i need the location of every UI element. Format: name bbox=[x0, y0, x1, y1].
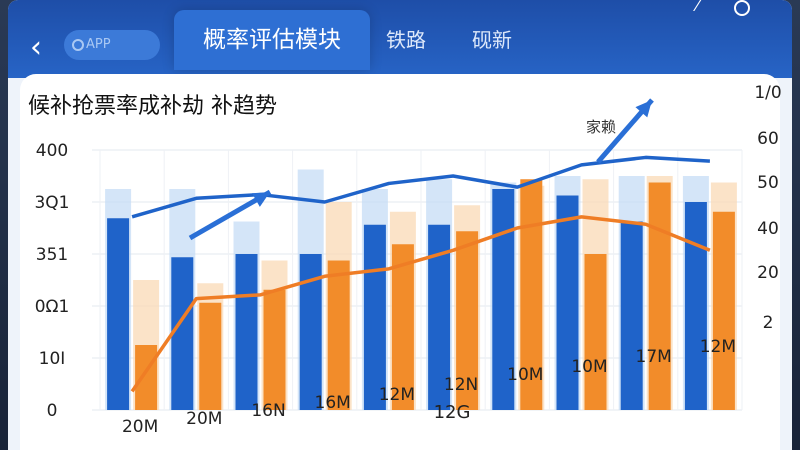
blue-bar bbox=[363, 224, 386, 410]
left-axis-tick-label: 3Q1 bbox=[34, 193, 69, 213]
right-axis-tick-label: 1/0 bbox=[754, 83, 781, 103]
x-axis-tick-label: 17M bbox=[636, 347, 672, 367]
trend-arrow-icon-head bbox=[252, 192, 270, 207]
blue-bar bbox=[171, 257, 194, 410]
tab-railway[interactable]: 铁路 bbox=[386, 28, 426, 52]
x-axis-tick-label: 12M bbox=[379, 385, 415, 405]
left-axis-tick-label: 400 bbox=[36, 141, 68, 161]
right-axis-tick-label: 40 bbox=[757, 219, 779, 239]
orange-bar bbox=[456, 231, 479, 410]
orange-bar bbox=[584, 254, 607, 410]
x-axis-tick-label: 12M bbox=[700, 337, 736, 357]
blue-bar bbox=[492, 189, 515, 410]
orange-bar bbox=[327, 260, 350, 410]
app-badge-label: APP bbox=[86, 37, 111, 52]
right-axis-tick-label: 20 bbox=[757, 263, 779, 283]
orange-bar bbox=[520, 179, 543, 410]
x-axis-label: 12G bbox=[434, 402, 471, 423]
blue-bar bbox=[428, 224, 451, 410]
x-axis-tick-label: 16N bbox=[251, 401, 285, 421]
x-axis-tick-label: 20M bbox=[122, 417, 158, 437]
blue-bar bbox=[556, 195, 579, 410]
orange-bar bbox=[391, 244, 414, 410]
status-dot-icon bbox=[734, 0, 750, 16]
x-axis-tick-label: 10M bbox=[571, 357, 607, 377]
x-axis-tick-label: 12N bbox=[444, 375, 478, 395]
chart-title: 候补抢票率成补劫 补趋势 bbox=[28, 94, 277, 119]
app-badge[interactable]: APP bbox=[64, 30, 160, 60]
orange-bar bbox=[648, 182, 671, 410]
x-axis-tick-label: 10M bbox=[507, 365, 543, 385]
orange-bar bbox=[263, 289, 286, 410]
app-icon bbox=[72, 39, 84, 51]
left-axis-tick-label: 10I bbox=[39, 349, 66, 369]
tab-yanxin[interactable]: 砚新 bbox=[472, 28, 512, 52]
trend-arrow-icon-head bbox=[635, 100, 652, 118]
expand-icon[interactable]: ⁄ bbox=[696, 0, 699, 15]
orange-bar bbox=[199, 302, 222, 410]
orange-bar bbox=[135, 345, 158, 410]
orange-trend-line bbox=[130, 215, 711, 393]
back-button[interactable]: ‹ bbox=[30, 30, 42, 65]
orange-bar bbox=[712, 211, 735, 410]
top-navigation-bar: ‹ APP 概率评估模块 铁路 砚新 ⁄ bbox=[8, 0, 792, 78]
blue-bar bbox=[107, 218, 130, 410]
x-axis-tick-label: 16M bbox=[315, 393, 351, 413]
chart-annotation: 家赖 bbox=[586, 118, 616, 136]
right-axis-tick-label: 50 bbox=[757, 173, 779, 193]
blue-bar bbox=[235, 254, 258, 410]
blue-bar bbox=[299, 254, 322, 410]
blue-bar bbox=[620, 221, 643, 410]
blue-trend-line bbox=[131, 155, 711, 219]
right-axis-tick-label: 2 bbox=[763, 313, 774, 333]
right-axis-tick-label: 60 bbox=[757, 129, 779, 149]
blue-bar bbox=[684, 202, 707, 410]
left-axis-tick-label: 0Ω1 bbox=[35, 297, 70, 317]
x-axis-tick-label: 20M bbox=[186, 409, 222, 429]
left-axis-tick-label: 351 bbox=[36, 245, 68, 265]
left-axis-tick-label: 0 bbox=[47, 401, 58, 421]
tab-probability-assessment[interactable]: 概率评估模块 bbox=[174, 10, 370, 70]
